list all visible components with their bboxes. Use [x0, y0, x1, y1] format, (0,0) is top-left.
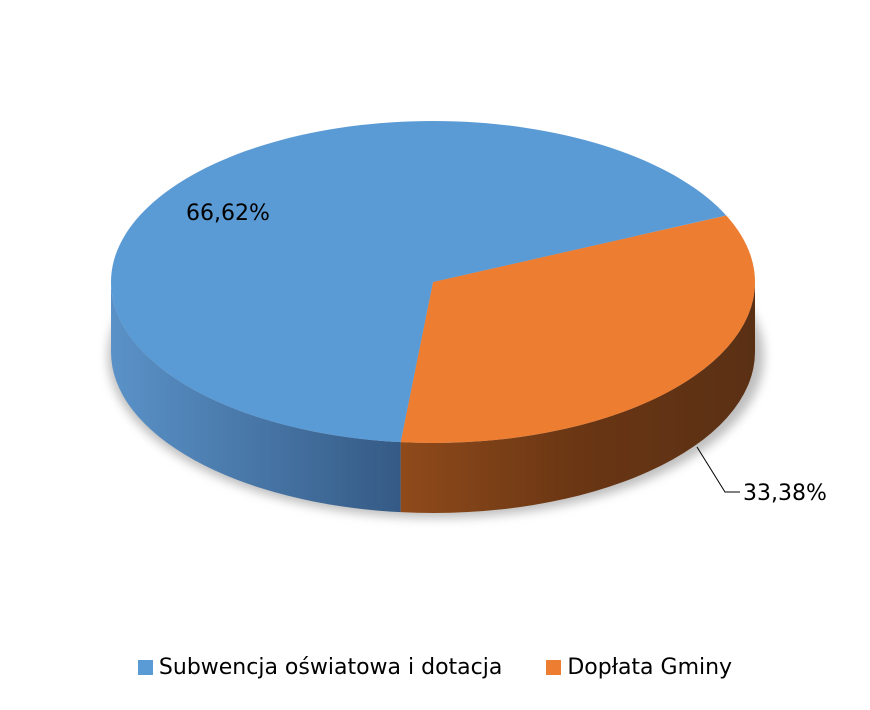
pie-chart: 66,62% 33,38% [108, 120, 827, 518]
legend-label-0: Subwencja oświatowa i dotacja [158, 655, 503, 680]
pie-side-1 [400, 282, 756, 513]
legend-item-1: Dopłata Gminy [546, 655, 732, 680]
legend-label-1: Dopłata Gminy [567, 655, 733, 680]
pie-slice-1 [400, 215, 755, 443]
pie-side-0 [111, 282, 401, 513]
data-label-1: 33,38% [743, 481, 827, 506]
pie-slice-0 [111, 120, 727, 443]
leader-line [696, 446, 740, 493]
data-label-0: 66,62% [186, 201, 270, 226]
legend-swatch-0 [137, 660, 153, 675]
legend: Subwencja oświatowa i dotacja Dopłata Gm… [0, 655, 870, 680]
legend-item-0: Subwencja oświatowa i dotacja [137, 655, 503, 680]
legend-swatch-1 [546, 660, 562, 675]
